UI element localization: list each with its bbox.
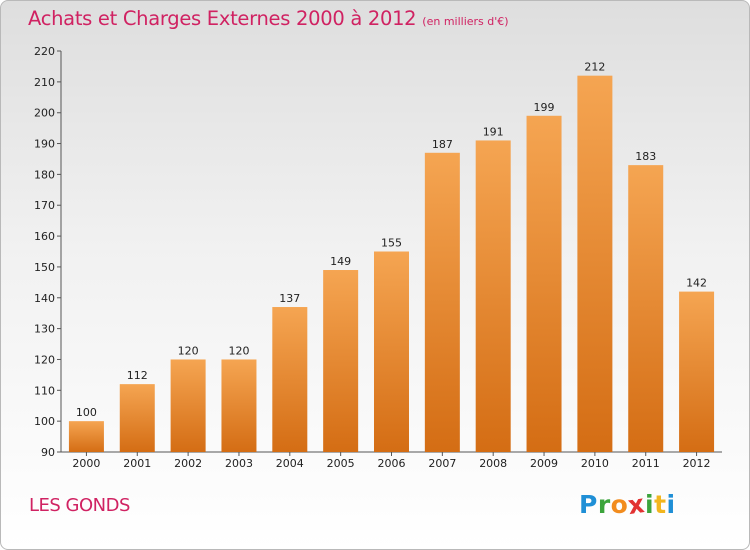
bar-value-label: 112: [127, 369, 148, 382]
bar: [526, 115, 562, 453]
y-tick-label: 170: [34, 199, 55, 212]
commune-name: LES GONDS: [29, 495, 130, 516]
logo-letter: x: [626, 488, 647, 521]
bar-value-label: 149: [330, 255, 351, 268]
bar: [323, 270, 359, 452]
y-tick-label: 140: [34, 292, 55, 305]
y-tick-label: 90: [41, 446, 55, 459]
chart-subtitle: (en milliers d'€): [422, 15, 509, 28]
chart-title: Achats et Charges Externes 2000 à 2012 (e…: [28, 7, 509, 30]
bar: [475, 140, 511, 452]
logo-letter: t: [654, 490, 667, 519]
bar: [170, 359, 206, 452]
value-labels: 100 112 120 120 137 149 155 187 191 199 212 183 142: [76, 61, 707, 419]
bar-value-label: 199: [534, 101, 555, 114]
x-tick-label: 2010: [581, 457, 609, 470]
bar: [577, 75, 613, 452]
bar: [374, 251, 409, 452]
y-tick-label: 130: [34, 323, 55, 336]
x-tick-label: 2002: [174, 457, 202, 470]
y-tick-label: 210: [34, 76, 55, 89]
logo-letter: o: [610, 490, 629, 519]
bar: [272, 307, 308, 452]
bars: [68, 75, 715, 453]
x-tick-label: 2000: [72, 457, 100, 470]
bar-value-label: 191: [483, 125, 504, 138]
proxiti-logo: Proxiti: [579, 488, 676, 521]
y-tick-label: 100: [34, 415, 55, 428]
logo-letter: r: [597, 490, 611, 519]
x-tick-label: 2003: [225, 457, 253, 470]
x-tick-label: 2011: [632, 457, 660, 470]
x-tick-label: 2009: [530, 457, 558, 470]
y-tick-label: 150: [34, 261, 55, 274]
bar-value-label: 187: [432, 138, 453, 151]
y-tick-label: 200: [34, 107, 55, 120]
logo-letter: i: [666, 490, 676, 519]
chart-title-text: Achats et Charges Externes 2000 à 2012: [28, 7, 417, 30]
y-tick-label: 190: [34, 138, 55, 151]
y-tick-label: 120: [34, 353, 55, 366]
bar-value-label: 100: [76, 406, 97, 419]
x-tick-label: 2012: [683, 457, 711, 470]
y-tick-label: 160: [34, 230, 55, 243]
bar-value-label: 183: [635, 150, 656, 163]
bar: [68, 421, 104, 452]
y-tick-label: 220: [34, 45, 55, 58]
logo-letter: P: [579, 490, 598, 519]
x-tick-label: 2007: [428, 457, 456, 470]
y-tick-label: 180: [34, 168, 55, 181]
bar-value-label: 155: [381, 237, 402, 250]
x-tick-label: 2001: [123, 457, 151, 470]
bar: [119, 384, 155, 452]
x-tick-label: 2008: [479, 457, 507, 470]
bar: [628, 165, 664, 452]
bar: [221, 359, 257, 452]
x-tick-label: 2005: [327, 457, 355, 470]
bar: [679, 291, 715, 452]
bar-value-label: 120: [178, 344, 199, 357]
y-tick-label: 110: [34, 384, 55, 397]
bar-value-label: 212: [584, 61, 605, 74]
bar-value-label: 142: [686, 277, 707, 290]
bar: [424, 152, 460, 453]
x-tick-label: 2004: [276, 457, 304, 470]
x-tick-label: 2006: [378, 457, 406, 470]
bar-value-label: 137: [279, 292, 300, 305]
logo-letter: i: [645, 490, 655, 519]
bar-value-label: 120: [228, 344, 249, 357]
